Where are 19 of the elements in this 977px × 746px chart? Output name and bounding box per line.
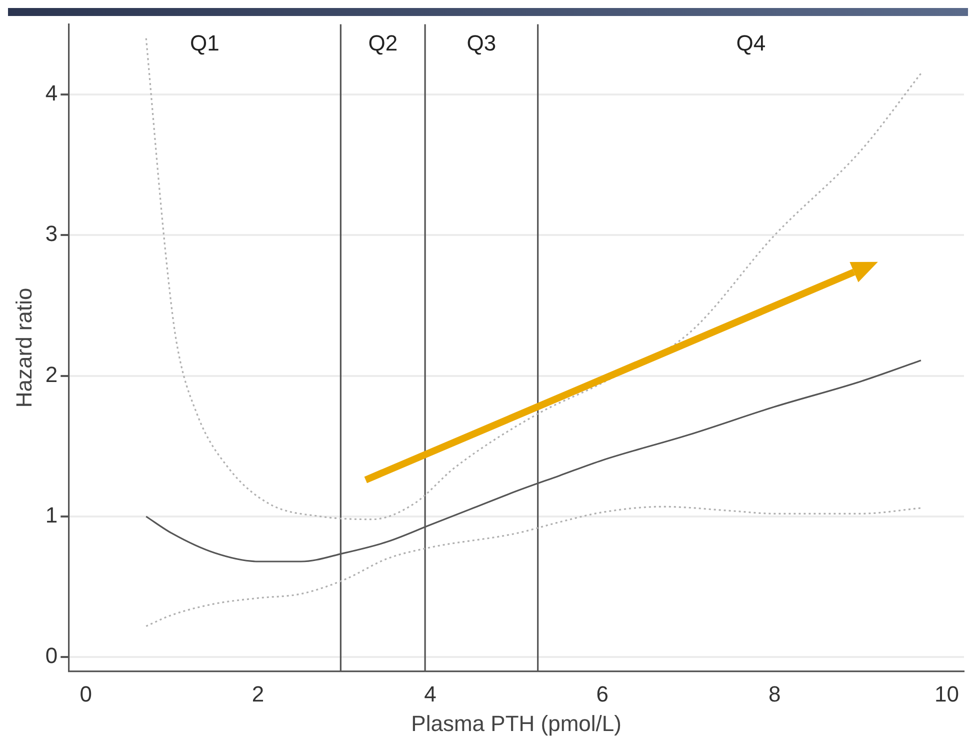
x-axis-title: Plasma PTH (pmol/L) <box>411 710 622 736</box>
annotation: Q3 <box>466 30 496 56</box>
y-tick-label: 0 <box>45 643 58 668</box>
y-tick-label: 3 <box>45 221 58 246</box>
x-tick-label: 2 <box>252 681 264 706</box>
x-tick-label: 0 <box>80 681 92 706</box>
x-tick-label: 10 <box>934 681 960 706</box>
line-series <box>145 506 922 627</box>
y-tick-label: 4 <box>45 80 58 106</box>
annotation: Q4 <box>736 30 766 56</box>
line-series <box>145 37 922 520</box>
x-tick-label: 8 <box>768 681 781 706</box>
y-tick-label: 2 <box>45 362 58 387</box>
y-axis-title: Hazard ratio <box>11 288 36 408</box>
annotation: Q1 <box>190 30 220 56</box>
x-tick-label: 6 <box>596 681 609 706</box>
annotation: Q2 <box>368 30 398 56</box>
x-tick-label: 4 <box>424 681 436 706</box>
y-tick-label: 1 <box>45 502 58 528</box>
